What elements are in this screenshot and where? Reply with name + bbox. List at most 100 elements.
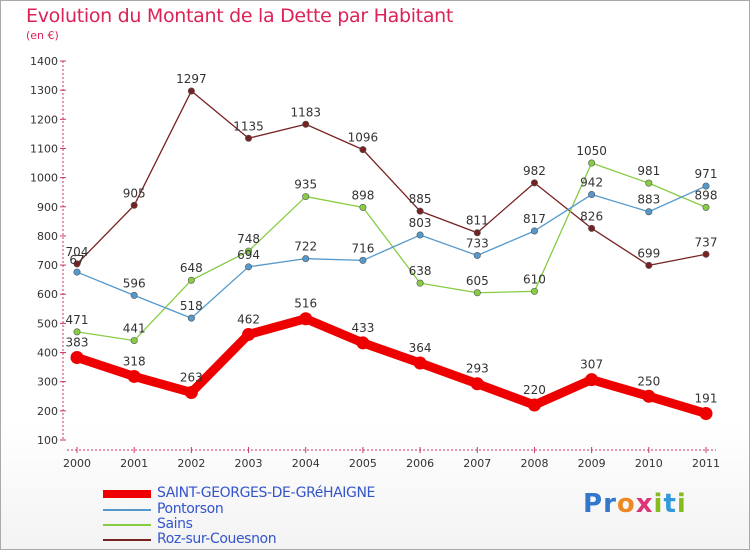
- series-point-2: [187, 276, 195, 284]
- x-tick-label: 2004: [292, 457, 320, 470]
- data-label-1: 518: [180, 299, 203, 313]
- series-point-1: [302, 255, 310, 263]
- series-point-2: [645, 179, 653, 187]
- data-label-2: 898: [695, 188, 718, 202]
- data-label-3: 811: [466, 214, 489, 228]
- data-label-2: 748: [237, 232, 260, 246]
- logo-letter: t: [663, 489, 677, 519]
- data-label-1: 694: [237, 248, 260, 262]
- series-line-2: [76, 162, 707, 342]
- y-tick-label: 1300: [30, 84, 58, 97]
- series-point-2: [702, 203, 710, 211]
- y-tick-label: 400: [37, 347, 58, 360]
- legend-swatch: [103, 490, 151, 498]
- legend-label: Pontorson: [157, 501, 224, 517]
- series-point-1: [416, 231, 424, 239]
- series-point-2: [302, 193, 310, 201]
- series-point-1: [473, 251, 481, 259]
- data-label-1: 67: [69, 253, 84, 267]
- x-tick-label: 2003: [235, 457, 263, 470]
- series-point-3: [702, 250, 710, 258]
- series-point-3: [645, 261, 653, 269]
- data-label-2: 638: [409, 264, 432, 278]
- series-line-0: [72, 314, 711, 418]
- data-labels: 704 905 1297 1135 1183 1096 885 811 982 826 699 737…: [66, 72, 718, 405]
- series-point-0: [356, 336, 370, 350]
- x-tick-label: 2000: [63, 457, 91, 470]
- y-tick-label: 900: [37, 201, 58, 214]
- data-label-2: 898: [351, 188, 374, 202]
- data-label-1: 733: [466, 236, 489, 250]
- legend-label: Sains: [157, 516, 193, 532]
- series-point-3: [588, 224, 596, 232]
- series-point-3: [359, 146, 367, 154]
- x-tick-label: 2005: [349, 457, 377, 470]
- data-label-2: 471: [66, 313, 89, 327]
- data-label-3: 982: [523, 164, 546, 178]
- series-point-0: [70, 350, 84, 364]
- data-label-0: 318: [123, 354, 146, 368]
- series-point-3: [416, 207, 424, 215]
- data-label-1: 971: [695, 167, 718, 181]
- data-label-1: 942: [580, 176, 603, 190]
- series-point-1: [359, 256, 367, 264]
- series-point-3: [530, 179, 538, 187]
- y-tick-label: 1000: [30, 172, 58, 185]
- data-label-2: 981: [637, 164, 660, 178]
- data-label-3: 1183: [290, 105, 321, 119]
- logo-letter: i: [653, 489, 664, 519]
- series-point-3: [130, 201, 138, 209]
- legend-label: Roz-sur-Couesnon: [157, 531, 277, 547]
- data-label-3: 704: [66, 245, 89, 259]
- series-point-0: [299, 312, 313, 326]
- y-tick-label: 100: [37, 434, 58, 447]
- logo-letter: x: [635, 489, 654, 519]
- chart-title: Evolution du Montant de la Dette par Hab…: [26, 5, 454, 27]
- x-tick-label: 2009: [578, 457, 606, 470]
- data-label-1: 722: [294, 240, 317, 254]
- legend-swatch: [103, 509, 151, 511]
- series-point-2: [73, 328, 81, 336]
- data-label-0: 191: [695, 391, 718, 405]
- data-label-3: 1135: [233, 119, 264, 133]
- series-point-2: [245, 247, 253, 255]
- series-point-1: [645, 208, 653, 216]
- x-tick-label: 2001: [120, 457, 148, 470]
- y-tick-label: 500: [37, 317, 58, 330]
- y-tick-label: 1200: [30, 113, 58, 126]
- series-point-3: [473, 229, 481, 237]
- data-label-0: 250: [637, 374, 660, 388]
- y-tick-label: 700: [37, 259, 58, 272]
- data-label-1: 817: [523, 212, 546, 226]
- data-label-2: 610: [523, 272, 546, 286]
- series-point-0: [699, 406, 713, 420]
- data-label-0: 364: [409, 341, 432, 355]
- data-label-2: 605: [466, 274, 489, 288]
- y-tick-label: 300: [37, 376, 58, 389]
- legend-swatch: [103, 539, 151, 541]
- data-label-0: 516: [294, 297, 317, 311]
- x-axis: 2000 2001 2002 2003 2004 2005 2006 2007 2008 2009…: [63, 447, 720, 470]
- series-point-1: [588, 191, 596, 199]
- x-tick-label: 2008: [520, 457, 548, 470]
- series-point-0: [585, 373, 599, 387]
- series-line-1: [76, 185, 707, 319]
- y-tick-label: 1100: [30, 142, 58, 155]
- data-label-1: 883: [637, 193, 660, 207]
- x-tick-label: 2011: [692, 457, 720, 470]
- x-tick-label: 2002: [177, 457, 205, 470]
- series-point-1: [245, 263, 253, 271]
- series-layer: [70, 87, 713, 420]
- series-point-0: [527, 398, 541, 412]
- y-axis: 100 200 300 400 500 600 700 800 900 1000 1100 1200 1…: [30, 55, 66, 447]
- series-point-0: [413, 356, 427, 370]
- series-point-2: [359, 203, 367, 211]
- data-label-3: 905: [123, 186, 146, 200]
- legend-label: SAINT-GEORGES-DE-GRéHAIGNE: [157, 485, 375, 501]
- data-label-1: 596: [123, 276, 146, 290]
- data-label-0: 307: [580, 358, 603, 372]
- x-tick-label: 2010: [635, 457, 663, 470]
- data-label-2: 935: [294, 178, 317, 192]
